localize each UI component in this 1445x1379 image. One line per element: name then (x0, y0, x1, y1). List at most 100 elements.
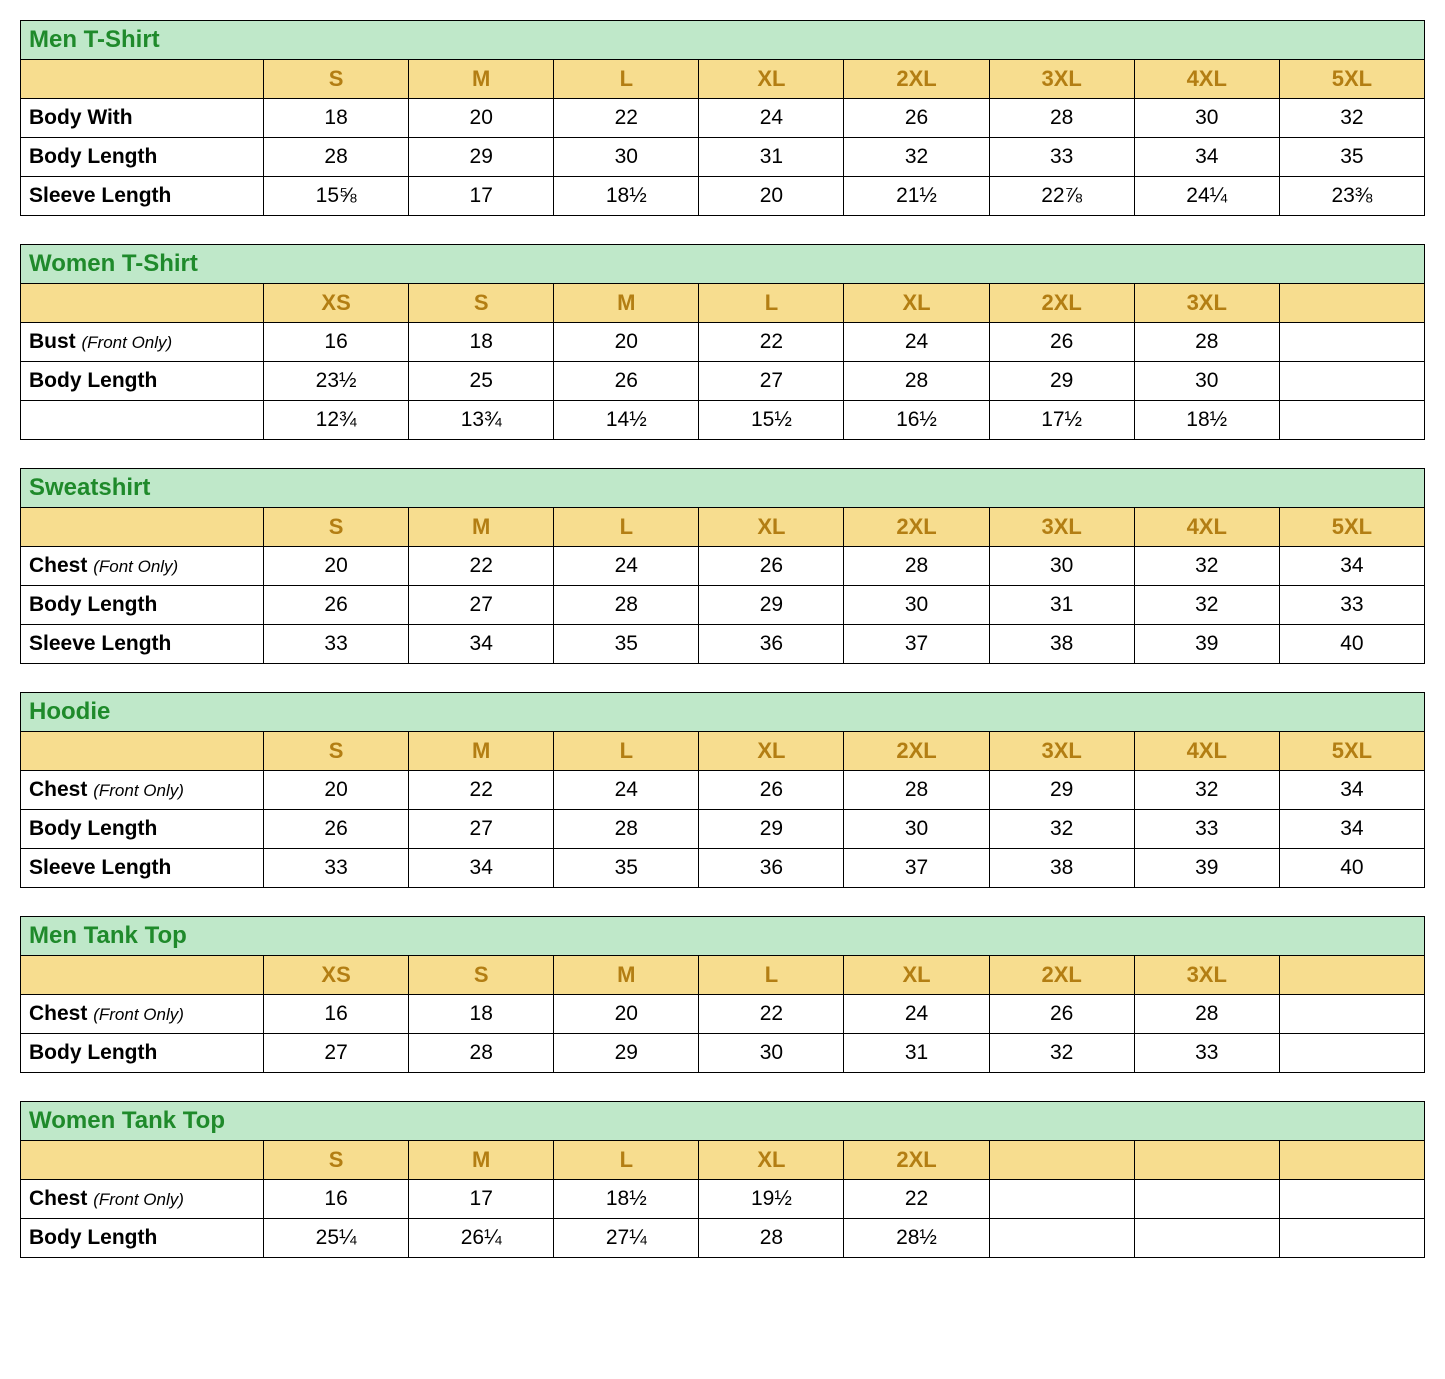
row-label-text: Body Length (29, 817, 157, 840)
table-row: Body Length2627282930313233 (21, 586, 1425, 625)
table-row: Sleeve Length3334353637383940 (21, 625, 1425, 664)
size-header-blank (21, 284, 264, 323)
size-header (1279, 284, 1424, 323)
cell-value (1279, 995, 1424, 1034)
size-header: 2XL (844, 508, 989, 547)
size-header: 5XL (1279, 732, 1424, 771)
size-header: XL (699, 60, 844, 99)
table-row: Bust (Front Only)16182022242628 (21, 323, 1425, 362)
size-header: S (264, 732, 409, 771)
row-label: Body Length (21, 1034, 264, 1073)
cell-value: 32 (1279, 99, 1424, 138)
size-charts-container: Men T-ShirtSMLXL2XL3XL4XL5XLBody With182… (20, 20, 1425, 1258)
cell-value: 18 (409, 323, 554, 362)
cell-value: 30 (554, 138, 699, 177)
cell-value: 17½ (989, 401, 1134, 440)
cell-value: 33 (1279, 586, 1424, 625)
size-header: 3XL (989, 508, 1134, 547)
row-label: Bust (Front Only) (21, 323, 264, 362)
cell-value: 32 (989, 1034, 1134, 1073)
cell-value: 24 (844, 323, 989, 362)
cell-value: 36 (699, 625, 844, 664)
size-header: M (409, 1141, 554, 1180)
cell-value: 18½ (1134, 401, 1279, 440)
cell-value: 28 (554, 810, 699, 849)
cell-value: 20 (699, 177, 844, 216)
cell-value: 34 (1279, 810, 1424, 849)
table-row: Body With1820222426283032 (21, 99, 1425, 138)
cell-value: 18 (264, 99, 409, 138)
table-row: Chest (Font Only)2022242628303234 (21, 547, 1425, 586)
row-label-text: Chest (29, 1002, 87, 1025)
size-header: M (409, 732, 554, 771)
cell-value: 13¾ (409, 401, 554, 440)
cell-value: 26 (699, 547, 844, 586)
size-header-blank (21, 508, 264, 547)
row-label: Sleeve Length (21, 625, 264, 664)
cell-value: 20 (264, 771, 409, 810)
table-title: Women T-Shirt (21, 245, 1425, 284)
cell-value: 27¼ (554, 1219, 699, 1258)
row-label-note: (Front Only) (93, 1005, 184, 1024)
table-row: Chest (Front Only)161718½19½22 (21, 1180, 1425, 1219)
cell-value: 28 (554, 586, 699, 625)
cell-value: 26 (989, 995, 1134, 1034)
cell-value: 37 (844, 849, 989, 888)
row-label: Body Length (21, 1219, 264, 1258)
row-label-text: Chest (29, 1187, 87, 1210)
size-header: S (264, 1141, 409, 1180)
cell-value: 16 (264, 995, 409, 1034)
size-header: L (554, 508, 699, 547)
cell-value: 16 (264, 323, 409, 362)
cell-value: 20 (264, 547, 409, 586)
cell-value: 22⅞ (989, 177, 1134, 216)
cell-value: 28 (1134, 323, 1279, 362)
table-title: Hoodie (21, 693, 1425, 732)
size-header: M (409, 508, 554, 547)
cell-value: 33 (989, 138, 1134, 177)
size-chart-table: HoodieSMLXL2XL3XL4XL5XLChest (Front Only… (20, 692, 1425, 888)
size-header-blank (21, 732, 264, 771)
size-header: XS (264, 284, 409, 323)
cell-value: 34 (409, 849, 554, 888)
cell-value: 22 (699, 995, 844, 1034)
cell-value: 38 (989, 625, 1134, 664)
size-chart-table: Women T-ShirtXSSMLXL2XL3XLBust (Front On… (20, 244, 1425, 440)
size-header: L (554, 60, 699, 99)
size-header: 2XL (844, 1141, 989, 1180)
size-header: XS (264, 956, 409, 995)
row-label: Body Length (21, 810, 264, 849)
table-row: Sleeve Length3334353637383940 (21, 849, 1425, 888)
cell-value: 37 (844, 625, 989, 664)
row-label-text: Sleeve Length (29, 856, 171, 879)
row-label-text: Chest (29, 778, 87, 801)
cell-value: 30 (1134, 362, 1279, 401)
cell-value: 27 (409, 586, 554, 625)
cell-value: 30 (699, 1034, 844, 1073)
size-header (1134, 1141, 1279, 1180)
cell-value: 30 (844, 810, 989, 849)
cell-value: 32 (1134, 586, 1279, 625)
row-label: Body With (21, 99, 264, 138)
table-title: Sweatshirt (21, 469, 1425, 508)
size-header: XL (699, 1141, 844, 1180)
cell-value: 19½ (699, 1180, 844, 1219)
size-header: L (554, 1141, 699, 1180)
table-title: Men T-Shirt (21, 21, 1425, 60)
cell-value: 28 (699, 1219, 844, 1258)
size-header: XL (844, 284, 989, 323)
row-label: Body Length (21, 362, 264, 401)
cell-value: 29 (699, 586, 844, 625)
cell-value: 14½ (554, 401, 699, 440)
size-header: 4XL (1134, 508, 1279, 547)
cell-value: 22 (699, 323, 844, 362)
cell-value (1279, 362, 1424, 401)
size-header: 2XL (989, 284, 1134, 323)
size-header: 5XL (1279, 60, 1424, 99)
cell-value: 22 (409, 771, 554, 810)
cell-value (989, 1180, 1134, 1219)
cell-value (1279, 323, 1424, 362)
row-label-text: Body Length (29, 369, 157, 392)
cell-value: 38 (989, 849, 1134, 888)
cell-value: 24 (844, 995, 989, 1034)
